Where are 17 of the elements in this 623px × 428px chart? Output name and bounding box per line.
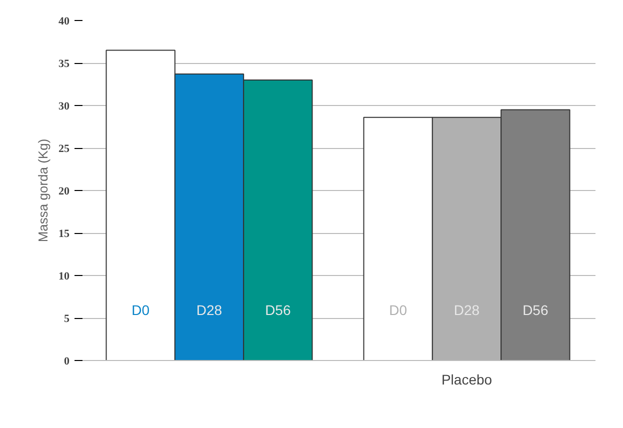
series-label: D28 <box>454 302 480 318</box>
y-tick-label: 15 <box>58 228 70 240</box>
text: D28 <box>196 302 222 318</box>
series-label: D56 <box>265 302 291 318</box>
y-tick-label: 0 <box>64 356 70 368</box>
y-tick-label: 20 <box>58 186 70 198</box>
text: D56 <box>522 302 548 318</box>
y-tick-label: 10 <box>58 270 70 282</box>
y-tick-label: 35 <box>58 58 70 70</box>
y-tick-label: 30 <box>58 100 70 112</box>
y-tick-label: 25 <box>58 143 70 155</box>
y-tick-label: 5 <box>64 313 70 325</box>
text: D0 <box>389 302 408 318</box>
x-tick-label: Placebo <box>441 372 492 388</box>
series-label: D0 <box>132 302 150 318</box>
y-axis-title: Massa gorda (Kg) <box>36 138 50 242</box>
y-tick-label: 40 <box>58 16 70 28</box>
